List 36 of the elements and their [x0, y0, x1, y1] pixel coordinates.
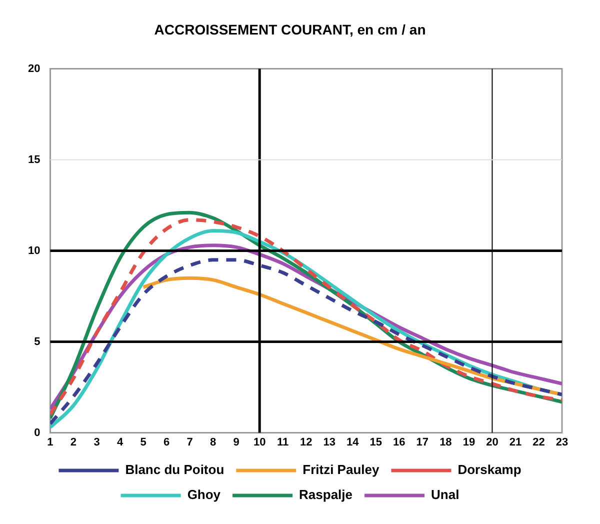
x-tick-label: 2	[70, 436, 77, 448]
x-tick-label: 18	[440, 436, 452, 448]
x-tick-label: 19	[462, 436, 476, 448]
legend-label: Fritzi Pauley	[302, 462, 380, 478]
x-tick-label: 21	[509, 436, 522, 448]
legend-label: Blanc du Poitou	[125, 462, 224, 478]
y-tick-label: 5	[34, 336, 40, 348]
line-series	[50, 258, 562, 426]
x-tick-label: 15	[370, 436, 382, 448]
x-tick-label: 17	[416, 436, 429, 448]
x-tick-label: 11	[277, 436, 289, 448]
x-tick-label: 22	[532, 436, 545, 448]
x-tick-label: 6	[163, 436, 170, 448]
x-tick-label: 14	[346, 436, 360, 448]
y-tick-label: 10	[28, 244, 40, 257]
legend-label: Dorskamp	[458, 462, 522, 478]
x-tick-label: 20	[486, 436, 498, 448]
x-tick-label: 4	[116, 436, 124, 448]
x-tick-label: 13	[323, 436, 336, 448]
legend-label: Ghoy	[187, 487, 222, 502]
x-tick-label: 5	[140, 436, 146, 448]
x-tick-label: 1	[47, 436, 54, 448]
x-tick-label: 10	[253, 436, 266, 448]
x-tick-label: 7	[186, 436, 193, 448]
y-tick-label: 15	[28, 154, 40, 166]
legend-label: Raspalje	[299, 487, 353, 502]
legend-label: Unal	[431, 487, 460, 502]
x-tick-label: 16	[393, 436, 406, 448]
y-tick-label: 0	[34, 426, 40, 439]
chart-title: ACCROISSEMENT COURANT, en cm / an	[154, 21, 426, 38]
x-tick-label: 8	[210, 436, 216, 448]
x-tick-label: 3	[94, 436, 100, 448]
x-tick-label: 9	[233, 436, 240, 448]
x-tick-label: 12	[300, 436, 312, 448]
y-tick-label: 20	[28, 62, 40, 75]
x-tick-label: 23	[556, 436, 568, 448]
